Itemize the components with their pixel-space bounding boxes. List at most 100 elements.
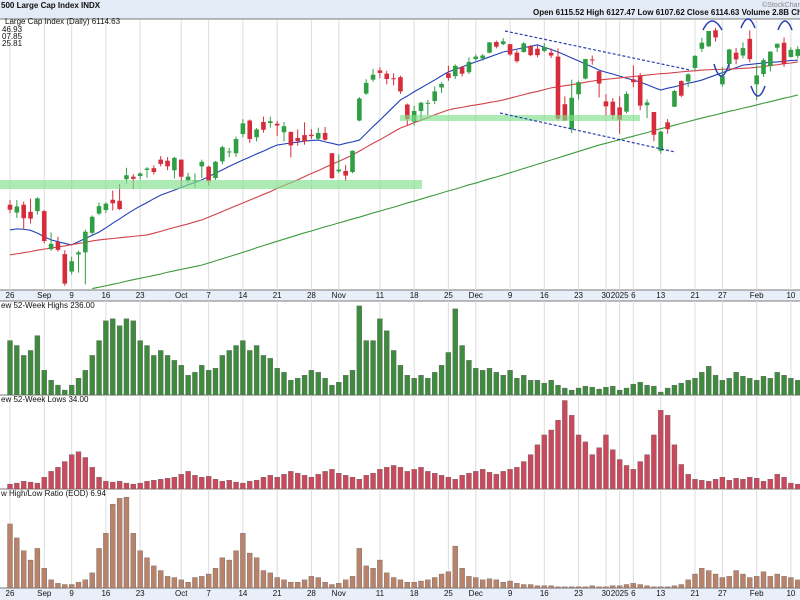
bar xyxy=(14,482,20,490)
bar xyxy=(89,572,95,589)
bar xyxy=(767,576,773,589)
bar xyxy=(226,559,232,589)
bar xyxy=(623,584,630,589)
candle-body xyxy=(644,102,650,106)
candle-body xyxy=(268,121,273,124)
candle-body xyxy=(377,70,383,73)
bar xyxy=(404,582,410,589)
bar xyxy=(158,570,164,589)
bar xyxy=(349,476,356,490)
x-tick-label: Feb xyxy=(750,291,764,300)
candle-body xyxy=(418,102,424,111)
bar xyxy=(712,479,719,490)
bar xyxy=(356,305,363,396)
bar xyxy=(171,476,178,490)
bar xyxy=(55,583,61,589)
x-tick-label: 30 xyxy=(601,291,610,300)
chart-title: Large Cap Index (Daily) 6114.63 xyxy=(5,17,121,26)
bar xyxy=(582,441,589,490)
bar xyxy=(247,481,253,490)
candle-body xyxy=(651,112,657,135)
candle-body xyxy=(350,150,355,173)
bar xyxy=(452,479,458,490)
bar xyxy=(219,355,226,396)
candle-body xyxy=(685,74,691,82)
bar xyxy=(308,576,315,589)
bar xyxy=(48,471,54,490)
x-tick-label: 16 xyxy=(540,589,549,598)
candle-body xyxy=(432,91,437,101)
bar xyxy=(308,476,315,490)
bar xyxy=(610,385,616,396)
candle-body xyxy=(576,82,581,95)
bar xyxy=(493,474,500,490)
bar xyxy=(62,389,68,396)
x-tick-label: 9 xyxy=(508,291,513,300)
bar xyxy=(452,308,458,396)
bar xyxy=(562,387,568,396)
bar xyxy=(712,573,719,589)
x-tick-label: 30 xyxy=(601,589,610,598)
bar xyxy=(295,473,301,490)
bar xyxy=(301,579,308,589)
bar xyxy=(199,476,205,490)
bar xyxy=(795,579,800,589)
bar xyxy=(795,380,800,396)
candle-body xyxy=(172,157,177,171)
bar xyxy=(390,577,397,589)
bar xyxy=(418,375,424,396)
bar xyxy=(288,471,294,490)
bar xyxy=(418,467,424,490)
date-row xyxy=(0,588,800,600)
bar xyxy=(630,583,636,589)
bar xyxy=(164,355,171,396)
bar xyxy=(342,475,349,490)
bar xyxy=(7,483,13,490)
bar xyxy=(479,370,486,396)
bar xyxy=(678,584,684,589)
x-tick-label: Feb xyxy=(750,589,764,598)
bar xyxy=(425,471,431,490)
bar xyxy=(308,370,315,396)
bar xyxy=(329,584,335,589)
x-tick-label: 23 xyxy=(574,291,583,300)
legend-entry: 25.81 xyxy=(2,39,23,48)
bar xyxy=(699,372,705,396)
bar xyxy=(548,585,554,589)
candle-body xyxy=(514,52,520,62)
candle-body xyxy=(357,98,362,121)
bar xyxy=(527,379,534,396)
bar xyxy=(137,340,143,396)
bar xyxy=(281,579,287,589)
bar xyxy=(459,475,465,490)
bar xyxy=(760,376,767,396)
bar xyxy=(541,434,547,490)
moving-average xyxy=(9,44,798,246)
bar xyxy=(651,586,657,589)
moving-average xyxy=(9,61,798,256)
candle-body xyxy=(363,82,369,94)
bar xyxy=(21,550,27,589)
candle-body xyxy=(247,120,253,140)
bar xyxy=(486,472,493,490)
x-tick-label: 14 xyxy=(238,291,247,300)
bar xyxy=(55,467,61,490)
bar xyxy=(685,379,691,396)
candle-body xyxy=(96,206,102,214)
x-tick-label: 27 xyxy=(718,589,727,598)
x-tick-label: Dec xyxy=(469,589,483,598)
candle-body xyxy=(658,131,664,151)
bar xyxy=(527,584,534,589)
x-tick-label: 16 xyxy=(101,291,110,300)
bar xyxy=(171,577,178,589)
candle-body xyxy=(610,101,616,116)
bar xyxy=(295,377,301,396)
x-tick-label: 21 xyxy=(691,291,700,300)
bar xyxy=(178,474,184,490)
bar xyxy=(706,366,712,396)
x-tick-label: Oct xyxy=(175,291,188,300)
bar xyxy=(664,387,671,396)
x-tick-label: 21 xyxy=(691,589,700,598)
candle-body xyxy=(713,30,718,38)
bar xyxy=(144,345,150,396)
